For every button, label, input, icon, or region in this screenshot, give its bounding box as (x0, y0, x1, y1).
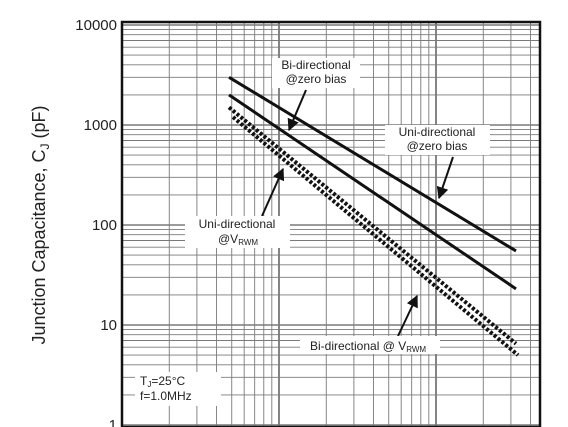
series-group (227, 76, 520, 357)
annot-bi-zero-line2: @zero bias (286, 72, 347, 86)
plot-frame (120, 20, 542, 427)
annot-uni-vrwm-line2: @VRWM (218, 232, 258, 247)
y-tick-label: 1000 (84, 117, 117, 134)
series-line-1 (228, 93, 517, 291)
annotation-arrow-3 (397, 294, 418, 337)
annot-box-bi-vrwm (300, 336, 440, 354)
annot-box-uni-vrwm (185, 216, 290, 248)
y-axis-label: Junction Capacitance, CJ (pF) (29, 105, 52, 344)
annot-uni-zero-line2: @zero bias (407, 139, 468, 153)
annot-box-uni-zero (385, 125, 490, 155)
annot-cond-f: f=1.0MHz (140, 389, 192, 403)
series-line-2 (227, 105, 518, 346)
y-tick-label: 10 (100, 317, 117, 334)
annotation-arrow-1 (436, 156, 454, 200)
series-line-0 (228, 76, 517, 253)
y-axis-label-unit: (pF) (29, 105, 49, 143)
annot-cond-tj: TJ=25°C (140, 374, 185, 389)
y-tick-label: 10000 (75, 17, 117, 34)
y-tick-label: 100 (92, 217, 117, 234)
annot-box-conditions (135, 372, 221, 406)
annotation-arrow-2 (261, 167, 285, 217)
annot-uni-vrwm-line1: Uni-directional (199, 217, 276, 231)
series-line-3 (231, 115, 520, 357)
y-axis-label-sub: J (38, 143, 52, 149)
annot-box-bi-zero (272, 58, 360, 88)
annot-uni-zero-line1: Uni-directional (399, 125, 476, 139)
annot-bi-vrwm: Bi-directional @ VRWM (310, 339, 426, 354)
y-tick-label: 1 (109, 417, 117, 427)
annotation-arrow-0 (287, 89, 307, 132)
annot-bi-zero-line1: Bi-directional (281, 58, 350, 72)
y-tick-labels: 1 10 100 1000 10000 (75, 17, 117, 427)
annotation-arrows (261, 89, 454, 337)
